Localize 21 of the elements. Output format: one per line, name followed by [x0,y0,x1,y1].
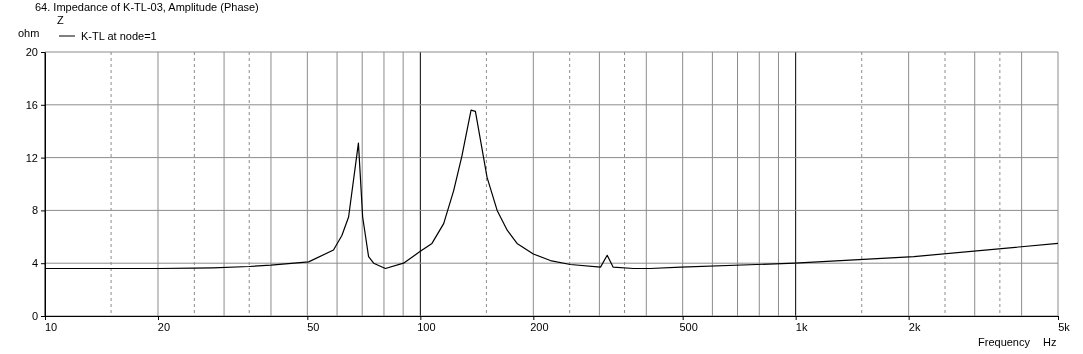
y-tick-label: 0 [31,310,38,323]
x-axis-title: Frequency [978,336,1031,348]
x-tick-label: 100 [417,320,436,333]
legend-label: K-TL at node=1 [81,30,157,42]
x-tick-label: 200 [530,320,549,333]
y-axis-title: ohm [18,27,40,39]
x-tick-label: 10 [44,320,58,333]
x-tick-label: 500 [679,320,698,333]
x-tick-label: 1k [795,320,808,333]
x-tick-label: 50 [307,320,320,333]
y-tick-label: 16 [25,98,38,111]
y-tick-label: 8 [31,204,38,217]
chart-title: 64. Impedance of K-TL-03, Amplitude (Phase) [35,1,259,13]
text: Hz [1043,336,1057,348]
legend-title: Z [57,14,64,26]
y-tick-label: 20 [25,46,38,59]
x-tick-label: 5k [1058,320,1071,333]
y-tick-label: 12 [25,151,38,164]
y-tick-label: 4 [31,257,38,270]
x-tick-label: 2k [908,320,921,333]
x-tick-label: 20 [157,320,171,333]
